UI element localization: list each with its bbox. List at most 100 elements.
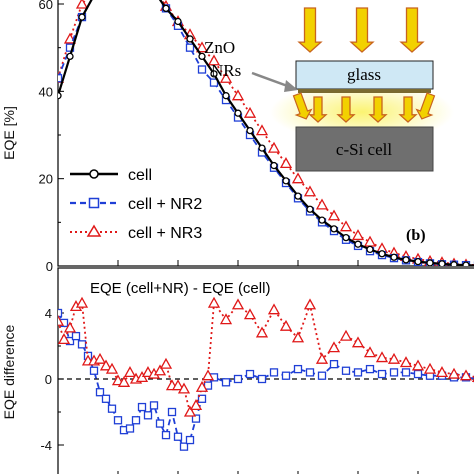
top-point-cell-11 — [186, 35, 194, 43]
top-point-cell-nr2-13 — [209, 78, 219, 87]
bottom-series-group — [58, 296, 474, 451]
transmitted-light-arrow-2 — [368, 96, 388, 123]
bottom-x-tick-label-3: 700 — [227, 472, 249, 474]
bottom-point-cell-nr3-29 — [243, 308, 257, 320]
bottom-point-cell-nr3-9 — [105, 362, 119, 374]
bottom-point-cell-nr2-16 — [149, 401, 159, 410]
bottom-point-cell-nr3-34 — [303, 298, 317, 310]
top-point-cell-2 — [78, 13, 86, 21]
bottom-point-cell-nr3-40 — [375, 351, 389, 363]
bottom-point-cell-nr2-36 — [329, 359, 339, 369]
top-point-cell-15 — [234, 109, 242, 117]
glass-layer — [295, 60, 434, 90]
bottom-y-tick-label-2: 4 — [45, 306, 52, 321]
bottom-point-cell-nr2-41 — [389, 368, 399, 377]
top-point-cell-30 — [414, 257, 422, 266]
bottom-point-cell-nr3-20 — [171, 379, 185, 391]
bottom-panel-title: EQE (cell+NR) - EQE (cell) — [90, 280, 270, 297]
bottom-point-cell-nr2-34 — [305, 368, 315, 377]
bottom-point-cell-nr3-30 — [255, 326, 269, 338]
incident-light-arrow-2 — [399, 7, 425, 53]
transmitted-light-arrow-3 — [398, 96, 418, 123]
c-si-cell-layer — [295, 126, 434, 172]
bottom-point-cell-nr3-47 — [459, 369, 473, 381]
bottom-point-cell-nr3-38 — [351, 336, 365, 348]
bottom-point-cell-nr2-12 — [125, 424, 135, 433]
bottom-point-cell-nr3-8 — [99, 359, 113, 371]
bottom-point-cell-nr3-22 — [183, 405, 197, 417]
bottom-point-cell-nr3-23 — [189, 399, 203, 411]
bottom-point-cell-nr2-6 — [89, 366, 99, 375]
top-point-cell-nr3-23 — [327, 209, 341, 221]
bottom-point-cell-nr2-19 — [167, 407, 177, 417]
bottom-point-cell-nr3-11 — [117, 375, 131, 387]
top-y-tick-label-1: 20 — [39, 172, 53, 187]
bottom-point-cell-nr3-45 — [435, 366, 449, 378]
top-point-cell-nr2-0 — [58, 74, 63, 83]
top-point-cell-33 — [450, 261, 458, 266]
bottom-point-cell-nr2-21 — [179, 442, 189, 451]
top-axis-ticks: 0 20 40 60 — [39, 0, 419, 274]
bottom-series-line-cell-nr3 — [58, 300, 474, 414]
top-point-cell-nr3-2 — [75, 0, 89, 9]
zno-label: ZnO — [204, 38, 235, 57]
top-y-axis-title: EQE [%] — [1, 106, 17, 160]
top-point-cell-18 — [270, 161, 278, 170]
bottom-point-cell-nr3-26 — [207, 296, 221, 308]
bottom-point-cell-nr2-18 — [161, 430, 171, 440]
top-point-cell-0 — [58, 92, 62, 100]
panel-label-b: (b) — [406, 227, 426, 244]
inset-illustration: glass c-Si cell ZnO NRs — [204, 7, 454, 172]
bottom-point-cell-nr2-35 — [317, 371, 327, 380]
bottom-point-cell-nr2-43 — [413, 369, 423, 379]
bottom-point-cell-nr3-27 — [219, 313, 233, 325]
bottom-point-cell-nr2-33 — [293, 364, 303, 374]
bottom-point-cell-nr3-7 — [93, 352, 107, 364]
top-point-cell-nr2-12 — [197, 65, 207, 74]
transmitted-light-arrow-0 — [308, 96, 328, 123]
bottom-point-cell-nr2-24 — [197, 394, 207, 403]
legend-marker-nr3 — [86, 224, 102, 237]
top-point-cell-32 — [438, 260, 446, 266]
bottom-point-cell-nr2-29 — [245, 369, 255, 379]
top-point-cell-nr3-12 — [195, 41, 209, 53]
glass-label: glass — [347, 65, 381, 84]
top-point-cell-9 — [162, 4, 170, 13]
top-point-cell-14 — [222, 92, 230, 100]
bottom-point-cell-nr3-0 — [58, 314, 65, 326]
bottom-point-cell-nr3-46 — [447, 367, 461, 379]
bottom-x-tick-label-6: 1000 — [404, 472, 433, 474]
bottom-point-cell-nr2-30 — [257, 374, 267, 384]
top-point-cell-nr3-19 — [279, 157, 293, 169]
bottom-point-cell-nr2-42 — [401, 368, 411, 377]
bottom-point-cell-nr3-18 — [159, 357, 173, 369]
top-point-cell-25 — [354, 240, 362, 248]
bottom-point-cell-nr2-39 — [365, 364, 375, 374]
top-point-cell-nr3-14 — [219, 71, 233, 83]
bottom-point-cell-nr2-32 — [281, 371, 291, 380]
bottom-point-cell-nr2-15 — [143, 411, 153, 420]
bottom-point-cell-nr3-28 — [231, 298, 245, 310]
top-point-cell-nr3-26 — [363, 235, 377, 247]
top-y-tick-label-0: 0 — [46, 259, 53, 274]
bottom-point-cell-nr3-2 — [63, 321, 77, 333]
top-point-cell-nr3-13 — [207, 54, 221, 66]
top-point-cell-nr2-11 — [185, 43, 195, 52]
top-point-cell-19 — [282, 177, 290, 185]
bottom-y-tick-label-1: 0 — [45, 372, 52, 387]
bottom-point-cell-nr3-32 — [279, 319, 293, 331]
top-y-tick-label-2: 40 — [39, 84, 53, 99]
bottom-point-cell-nr3-33 — [291, 331, 305, 343]
bottom-point-cell-nr2-37 — [341, 366, 351, 375]
bottom-point-cell-nr2-31 — [269, 368, 279, 377]
top-point-cell-24 — [342, 233, 350, 242]
bottom-point-cell-nr2-27 — [221, 378, 231, 387]
top-point-cell-12 — [198, 52, 206, 61]
top-point-cell-20 — [294, 192, 302, 200]
bottom-point-cell-nr2-9 — [107, 404, 117, 413]
legend-label-nr3: cell + NR3 — [128, 225, 202, 242]
bottom-point-cell-nr2-4 — [77, 340, 87, 349]
bottom-y-axis-title: EQE difference — [1, 324, 17, 419]
top-point-cell-22 — [318, 216, 326, 224]
